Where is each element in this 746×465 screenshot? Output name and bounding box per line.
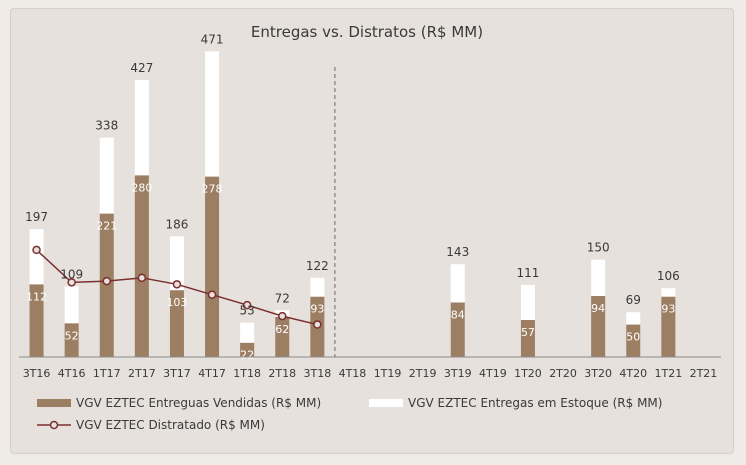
- x-tick-4T17: 4T17: [198, 367, 226, 380]
- legend-swatch-estoque: [369, 399, 403, 407]
- x-tick-4T20: 4T20: [619, 367, 647, 380]
- legend-swatch-vendidas: [37, 399, 71, 407]
- bar-vendidas-2T17: [134, 175, 149, 357]
- data-label-vendidas-4T17: 278: [202, 183, 223, 196]
- data-label-vendidas-3T17: 103: [166, 296, 187, 309]
- point-distratado-3T17: [172, 280, 182, 289]
- bar-vendidas-1T20: [520, 320, 535, 357]
- data-label-vendidas-4T16: 52: [65, 329, 79, 342]
- bar-estoque-1T21: [661, 288, 676, 297]
- labels-layer: 112 197 52 109 221 338 280 427 103 186 278 471 22 53 6…: [25, 32, 680, 361]
- data-label-total-3T17: 186: [165, 217, 188, 231]
- legend-label-distratado: VGV EZTEC Distratado (R$ MM): [76, 418, 265, 432]
- x-tick-1T21: 1T21: [654, 367, 682, 380]
- bar-estoque-4T20: [626, 312, 641, 325]
- x-tick-3T17: 3T17: [163, 367, 191, 380]
- data-label-total-1T21: 106: [657, 269, 680, 283]
- point-distratado-1T17: [102, 276, 111, 286]
- data-label-vendidas-4T20: 50: [626, 331, 640, 344]
- x-tick-4T19: 4T19: [479, 367, 507, 380]
- data-label-total-2T17: 427: [130, 61, 153, 75]
- bar-vendidas-1T21: [661, 296, 676, 357]
- bar-vendidas-1T18: [240, 342, 255, 357]
- data-label-total-3T16: 197: [25, 210, 48, 224]
- point-distratado-2T17: [137, 273, 147, 283]
- line-layer: [32, 245, 322, 329]
- data-label-total-3T19: 143: [446, 245, 469, 259]
- x-tick-1T18: 1T18: [233, 367, 261, 380]
- data-label-vendidas-1T18: 22: [240, 349, 254, 362]
- point-distratado-1T18: [242, 300, 252, 310]
- bar-estoque-4T16: [64, 286, 79, 324]
- point-distratado-2T18: [278, 311, 287, 321]
- chart-svg: Entregas vs. Distratos (R$ MM) 112197521…: [19, 23, 721, 432]
- bar-vendidas-4T16: [64, 323, 79, 357]
- data-label-vendidas-3T19: 84: [451, 308, 465, 321]
- legend-label-estoque: VGV EZTEC Entregas em Estoque (R$ MM): [408, 396, 662, 410]
- x-tick-3T16: 3T16: [23, 367, 51, 380]
- x-tick-3T19: 3T19: [444, 367, 472, 380]
- legend-swatch-distratado-marker: [49, 420, 59, 430]
- bar-estoque-1T18: [240, 322, 255, 343]
- legend: VGV EZTEC Entreguas Vendidas (R$ MM) VGV…: [37, 396, 662, 432]
- data-label-total-3T20: 150: [587, 241, 610, 255]
- bar-estoque-3T18: [310, 277, 325, 297]
- data-label-vendidas-2T17: 280: [131, 181, 152, 194]
- point-distratado-3T16: [32, 245, 41, 255]
- chart-title: Entregas vs. Distratos (R$ MM): [251, 23, 483, 41]
- data-label-vendidas-1T21: 93: [661, 303, 675, 316]
- x-tick-1T20: 1T20: [514, 367, 542, 380]
- x-tick-4T18: 4T18: [339, 367, 367, 380]
- bar-vendidas-3T20: [591, 295, 606, 357]
- bar-estoque-2T17: [134, 79, 149, 176]
- x-tick-3T20: 3T20: [584, 367, 612, 380]
- bar-vendidas-4T17: [205, 176, 220, 357]
- bar-estoque-3T17: [169, 236, 184, 291]
- point-distratado-4T17: [207, 290, 217, 299]
- x-tick-1T17: 1T17: [93, 367, 121, 380]
- bar-estoque-1T17: [99, 137, 114, 214]
- data-label-vendidas-2T18: 62: [275, 323, 289, 336]
- bar-estoque-1T20: [520, 284, 535, 321]
- x-tick-3T18: 3T18: [303, 367, 331, 380]
- data-label-total-1T20: 111: [516, 266, 539, 280]
- legend-label-vendidas: VGV EZTEC Entreguas Vendidas (R$ MM): [76, 396, 321, 410]
- point-distratado-4T16: [67, 278, 76, 287]
- point-distratado-3T18: [313, 320, 322, 329]
- data-label-total-4T20: 69: [626, 293, 641, 307]
- bar-vendidas-2T18: [275, 316, 290, 357]
- data-label-vendidas-3T18: 93: [310, 303, 324, 316]
- data-label-total-1T17: 338: [95, 119, 118, 133]
- data-label-vendidas-1T17: 221: [96, 220, 117, 233]
- bar-estoque-4T17: [205, 51, 220, 177]
- bar-estoque-3T16: [29, 229, 44, 285]
- x-tick-4T16: 4T16: [58, 367, 86, 380]
- x-tick-2T19: 2T19: [409, 367, 437, 380]
- bar-estoque-3T20: [591, 259, 606, 296]
- x-tick-2T20: 2T20: [549, 367, 577, 380]
- x-tick-labels: 3T16 4T16 1T17 2T17 3T17 4T17 1T18 2T18 3T18 4T18…: [23, 367, 718, 380]
- x-tick-2T17: 2T17: [128, 367, 156, 380]
- bar-vendidas-3T17: [169, 290, 184, 357]
- data-label-vendidas-3T16: 112: [26, 290, 47, 303]
- x-tick-2T21: 2T21: [690, 367, 718, 380]
- chart-frame: Entregas vs. Distratos (R$ MM) 112 197 52 1…: [10, 8, 734, 454]
- data-label-vendidas-3T20: 94: [591, 302, 605, 315]
- data-label-total-3T18: 122: [306, 259, 329, 273]
- bar-vendidas-4T20: [626, 324, 641, 357]
- bar-vendidas-3T19: [450, 302, 465, 357]
- x-tick-2T18: 2T18: [268, 367, 296, 380]
- data-label-total-4T17: 471: [201, 32, 224, 46]
- data-label-total-1T18: 53: [240, 304, 255, 318]
- x-tick-1T19: 1T19: [374, 367, 402, 380]
- bars-layer: [29, 51, 676, 357]
- bar-estoque-3T19: [450, 264, 465, 303]
- data-label-vendidas-1T20: 57: [521, 326, 535, 339]
- data-label-total-2T18: 72: [275, 291, 290, 305]
- data-label-total-4T16: 109: [60, 267, 83, 281]
- bar-vendidas-3T16: [29, 284, 44, 357]
